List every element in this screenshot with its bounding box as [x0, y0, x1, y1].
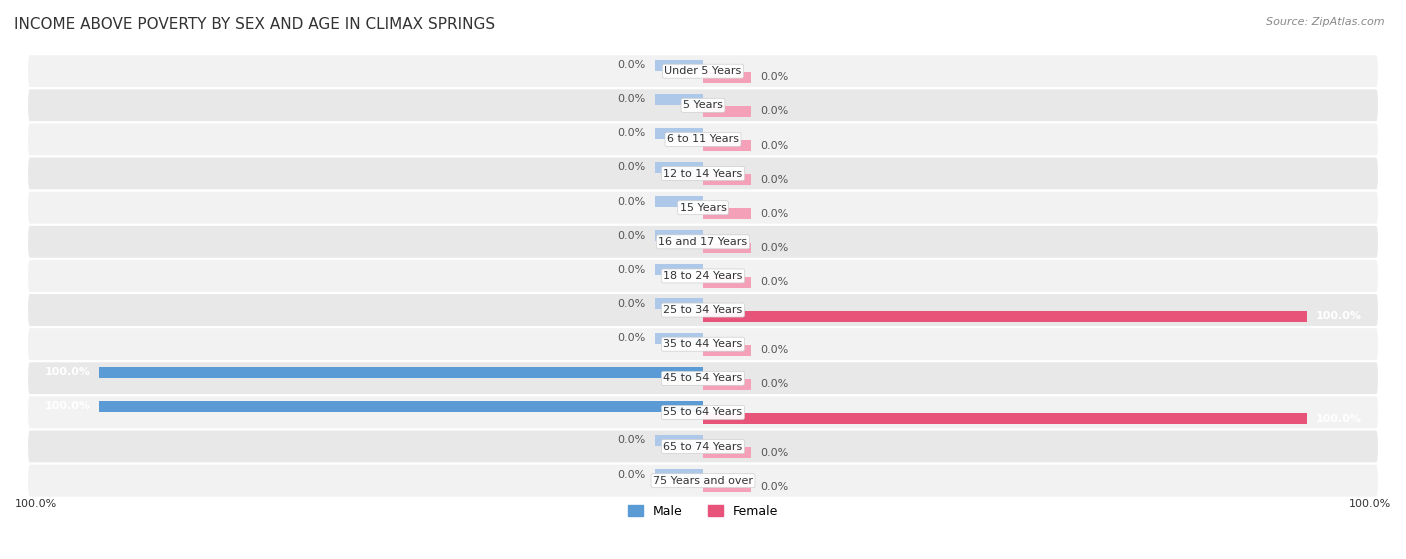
Text: 0.0%: 0.0% — [761, 243, 789, 253]
Text: 0.0%: 0.0% — [761, 140, 789, 150]
Text: 0.0%: 0.0% — [761, 380, 789, 390]
Text: 100.0%: 100.0% — [45, 367, 90, 377]
Text: Source: ZipAtlas.com: Source: ZipAtlas.com — [1267, 17, 1385, 27]
Bar — [703, 140, 751, 151]
Text: 0.0%: 0.0% — [761, 209, 789, 219]
FancyBboxPatch shape — [27, 395, 1379, 429]
Bar — [655, 333, 703, 344]
FancyBboxPatch shape — [27, 259, 1379, 293]
Text: 55 to 64 Years: 55 to 64 Years — [664, 408, 742, 418]
Text: 5 Years: 5 Years — [683, 100, 723, 110]
Text: 0.0%: 0.0% — [617, 435, 645, 446]
Bar — [100, 401, 703, 412]
Text: 100.0%: 100.0% — [45, 401, 90, 411]
Bar — [703, 277, 751, 287]
Text: 0.0%: 0.0% — [617, 299, 645, 309]
Text: 0.0%: 0.0% — [761, 345, 789, 356]
Text: 18 to 24 Years: 18 to 24 Years — [664, 271, 742, 281]
Text: 0.0%: 0.0% — [761, 72, 789, 82]
Bar — [703, 243, 751, 253]
Text: INCOME ABOVE POVERTY BY SEX AND AGE IN CLIMAX SPRINGS: INCOME ABOVE POVERTY BY SEX AND AGE IN C… — [14, 17, 495, 32]
FancyBboxPatch shape — [27, 361, 1379, 395]
Text: 15 Years: 15 Years — [679, 203, 727, 212]
Bar — [703, 72, 751, 83]
Text: 0.0%: 0.0% — [617, 470, 645, 480]
Bar — [703, 447, 751, 458]
Bar — [655, 60, 703, 70]
Text: 0.0%: 0.0% — [617, 231, 645, 241]
Bar — [703, 106, 751, 117]
Text: 0.0%: 0.0% — [617, 60, 645, 70]
Text: Under 5 Years: Under 5 Years — [665, 66, 741, 76]
Text: 0.0%: 0.0% — [761, 482, 789, 492]
FancyBboxPatch shape — [27, 225, 1379, 259]
Text: 12 to 14 Years: 12 to 14 Years — [664, 169, 742, 178]
Text: 0.0%: 0.0% — [617, 94, 645, 104]
Bar — [703, 413, 1306, 424]
Text: 0.0%: 0.0% — [617, 333, 645, 343]
Text: 0.0%: 0.0% — [617, 197, 645, 207]
Text: 100.0%: 100.0% — [15, 499, 58, 509]
Text: 25 to 34 Years: 25 to 34 Years — [664, 305, 742, 315]
FancyBboxPatch shape — [27, 463, 1379, 498]
FancyBboxPatch shape — [27, 157, 1379, 191]
FancyBboxPatch shape — [27, 327, 1379, 361]
Bar — [655, 94, 703, 105]
Text: 0.0%: 0.0% — [617, 265, 645, 275]
Text: 6 to 11 Years: 6 to 11 Years — [666, 135, 740, 144]
FancyBboxPatch shape — [27, 88, 1379, 122]
Text: 75 Years and over: 75 Years and over — [652, 476, 754, 486]
Bar — [703, 311, 1306, 321]
Bar — [655, 128, 703, 139]
FancyBboxPatch shape — [27, 429, 1379, 463]
Text: 45 to 54 Years: 45 to 54 Years — [664, 373, 742, 383]
Bar — [655, 264, 703, 275]
Text: 100.0%: 100.0% — [1348, 499, 1391, 509]
Text: 65 to 74 Years: 65 to 74 Years — [664, 442, 742, 452]
Bar — [655, 196, 703, 207]
Text: 0.0%: 0.0% — [761, 448, 789, 458]
FancyBboxPatch shape — [27, 191, 1379, 225]
Text: 100.0%: 100.0% — [1316, 414, 1361, 424]
Bar — [655, 435, 703, 446]
Text: 0.0%: 0.0% — [761, 175, 789, 184]
Text: 0.0%: 0.0% — [761, 277, 789, 287]
Text: 0.0%: 0.0% — [617, 163, 645, 172]
Text: 35 to 44 Years: 35 to 44 Years — [664, 339, 742, 349]
FancyBboxPatch shape — [27, 54, 1379, 88]
Bar — [703, 345, 751, 356]
Text: 0.0%: 0.0% — [617, 129, 645, 138]
Bar — [100, 367, 703, 378]
Bar — [655, 469, 703, 480]
Text: 0.0%: 0.0% — [761, 106, 789, 116]
Bar — [655, 299, 703, 309]
Bar — [703, 379, 751, 390]
Bar — [703, 209, 751, 219]
Legend: Male, Female: Male, Female — [623, 500, 783, 523]
Text: 100.0%: 100.0% — [1316, 311, 1361, 321]
Bar — [703, 174, 751, 185]
Bar — [703, 481, 751, 492]
Bar — [655, 162, 703, 173]
FancyBboxPatch shape — [27, 122, 1379, 157]
Bar — [655, 230, 703, 241]
Text: 16 and 17 Years: 16 and 17 Years — [658, 237, 748, 247]
FancyBboxPatch shape — [27, 293, 1379, 327]
